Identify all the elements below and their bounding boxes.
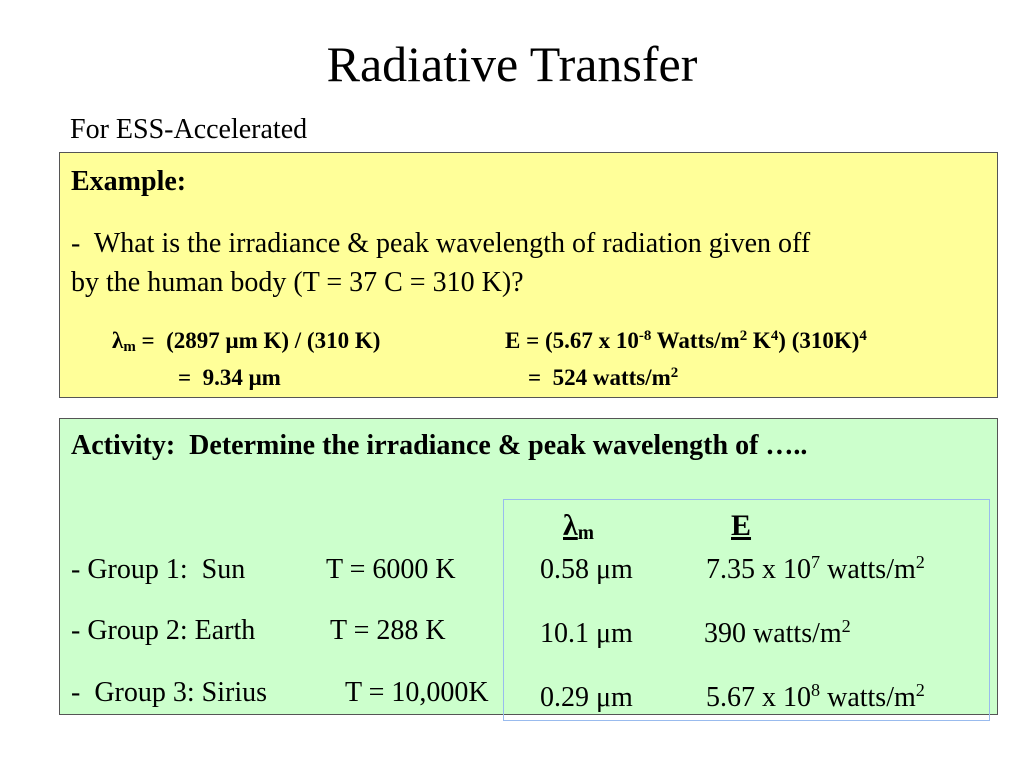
g2-e-exp: 2	[841, 616, 851, 636]
lambda-equation-text: = (2897 μm K) / (310 K)	[135, 328, 381, 353]
example-question-line2: by the human body (T = 37 C = 310 K)?	[71, 267, 524, 298]
lambda-subscript: m	[123, 338, 136, 355]
activity-box	[59, 418, 998, 715]
g2-e-base: 390 watts/m	[704, 618, 842, 649]
slide-title: Radiative Transfer	[326, 36, 698, 92]
e-eq-exp4: 4	[859, 327, 867, 344]
g3-e-unit: watts/m	[820, 682, 916, 713]
example-heading: Example:	[71, 166, 187, 197]
e-result-exp: 2	[670, 364, 679, 381]
irradiance-result: = 524 watts/m2	[528, 364, 678, 392]
example-box	[59, 152, 998, 398]
group-1-irradiance: 7.35 x 107 watts/m2	[706, 553, 925, 587]
g3-e-base: 5.67 x 10	[706, 682, 811, 713]
column-header-irradiance: E	[731, 509, 752, 542]
lambda-symbol: λ	[112, 328, 124, 353]
e-eq-part2: Watts/m	[651, 328, 740, 353]
lambda-result: = 9.34 μm	[178, 365, 281, 390]
example-question-line1: - What is the irradiance & peak waveleng…	[71, 228, 811, 259]
slide-subtitle: For ESS-Accelerated	[70, 114, 308, 145]
group-1-lambda: 0.58 μm	[540, 554, 633, 585]
e-eq-part4: ) (310K)	[778, 328, 860, 353]
g3-e-unit-exp: 2	[915, 680, 925, 700]
e-eq-part3: K	[747, 328, 771, 353]
e-eq-exp2: 2	[739, 327, 748, 344]
g1-e-base: 7.35 x 10	[706, 554, 811, 585]
col-lambda-symbol: λ	[563, 509, 578, 542]
activity-heading: Activity: Determine the irradiance & pea…	[71, 430, 808, 461]
e-eq-exp1: -8	[638, 327, 652, 344]
g3-e-exp: 8	[811, 680, 821, 700]
g1-e-unit-exp: 2	[915, 552, 925, 572]
group-3-irradiance: 5.67 x 108 watts/m2	[706, 681, 925, 715]
group-2-irradiance: 390 watts/m2	[704, 617, 851, 651]
group-3-lambda: 0.29 μm	[540, 682, 633, 713]
e-eq-exp3: 4	[770, 327, 779, 344]
col-lambda-sub: m	[577, 522, 594, 544]
group-3-label: - Group 3: Sirius	[71, 677, 267, 708]
group-1-temp: T = 6000 K	[326, 554, 456, 585]
e-result-text: = 524 watts/m	[528, 365, 671, 390]
g1-e-unit: watts/m	[820, 554, 916, 585]
group-2-label: - Group 2: Earth	[71, 615, 256, 646]
group-1-label: - Group 1: Sun	[71, 554, 246, 585]
group-3-temp: T = 10,000K	[345, 677, 489, 708]
group-2-lambda: 10.1 μm	[540, 618, 633, 649]
lambda-equation: λm = (2897 μm K) / (310 K)	[112, 327, 380, 355]
group-2-temp: T = 288 K	[330, 615, 446, 646]
irradiance-equation: E = (5.67 x 10-8 Watts/m2 K4) (310K)4	[505, 327, 867, 355]
e-eq-part1: E = (5.67 x 10	[505, 328, 639, 353]
answers-box	[503, 499, 990, 721]
column-header-lambda: λm	[563, 509, 594, 543]
g1-e-exp: 7	[811, 552, 821, 572]
